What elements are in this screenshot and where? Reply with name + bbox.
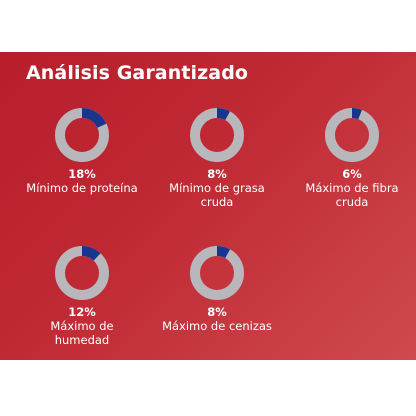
metric-label: Máximo de cenizas [162, 319, 272, 333]
metric-label: Máximo de fibra [305, 181, 399, 195]
metric-value: 6% [342, 167, 362, 181]
donut-ring [55, 108, 109, 162]
metric-value: 12% [68, 305, 96, 319]
donut-value-arc [55, 246, 109, 300]
metric-value: 8% [207, 167, 227, 181]
donut-ring [55, 246, 109, 300]
metric-label: cruda [200, 195, 234, 209]
donut-metric: 12% Máximo de humedad [12, 244, 152, 347]
donut-ring [190, 246, 244, 300]
donut-track [325, 108, 379, 162]
metric-label: Mínimo de proteína [26, 181, 138, 195]
donut-value-arc [190, 246, 244, 300]
donut-value-arc [55, 108, 109, 162]
donut-metric: 18% Mínimo de proteína [12, 106, 152, 195]
donut-track [190, 246, 244, 300]
donut-ring [190, 108, 244, 162]
metric-value: 18% [68, 167, 96, 181]
metric-label: humedad [54, 333, 110, 347]
donut-metric: 6% Máximo de fibra cruda [282, 106, 416, 209]
metric-label: Máximo de [50, 319, 114, 333]
metric-label: Mínimo de grasa [169, 181, 265, 195]
donut-value-arc [190, 108, 244, 162]
page-title: Análisis Garantizado [26, 62, 249, 84]
donut-ring [325, 108, 379, 162]
metric-label: cruda [335, 195, 369, 209]
donut-value-arc [325, 108, 379, 162]
metric-value: 8% [207, 305, 227, 319]
donut-track [55, 246, 109, 300]
analysis-card [0, 52, 416, 360]
donut-metric: 8% Mínimo de grasa cruda [147, 106, 287, 209]
donut-track [190, 108, 244, 162]
donut-metric: 8% Máximo de cenizas [147, 244, 287, 333]
